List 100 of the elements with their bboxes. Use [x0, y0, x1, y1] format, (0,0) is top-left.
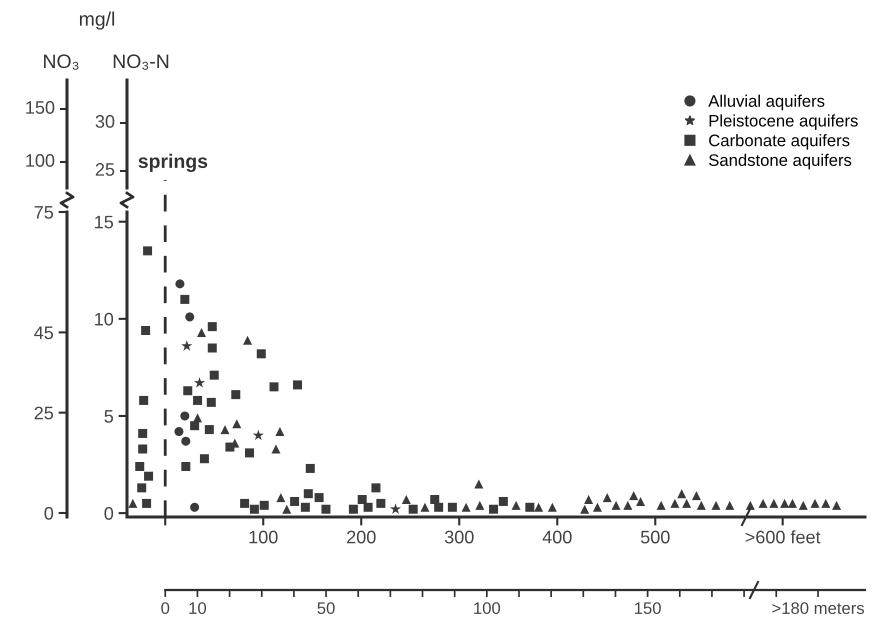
point — [174, 427, 184, 436]
point — [780, 498, 790, 508]
point — [282, 504, 292, 514]
x2-tick-label: 150 — [634, 602, 661, 614]
point — [798, 500, 808, 510]
point — [304, 489, 313, 498]
point — [677, 489, 686, 498]
point — [371, 483, 380, 492]
point — [208, 322, 217, 332]
point — [358, 495, 367, 504]
point — [390, 503, 402, 514]
point — [139, 396, 148, 405]
legend-label: Pleistocene aquifers — [710, 114, 858, 130]
point — [525, 502, 534, 512]
point — [193, 396, 202, 405]
point — [180, 294, 190, 304]
point — [232, 419, 242, 428]
point — [592, 502, 602, 512]
point — [636, 496, 646, 506]
point — [548, 502, 557, 512]
x2-tick-label: 100 — [474, 602, 500, 614]
point — [364, 502, 373, 512]
point — [270, 382, 279, 392]
point — [190, 502, 200, 512]
point — [656, 500, 666, 510]
point — [534, 502, 544, 512]
point — [243, 336, 252, 345]
point — [498, 496, 508, 506]
point — [181, 462, 190, 471]
point — [138, 428, 148, 438]
point — [408, 504, 418, 514]
y2-tick-label: 45 — [34, 326, 54, 340]
point — [180, 411, 190, 420]
point — [670, 498, 680, 508]
point — [376, 498, 386, 508]
point — [183, 386, 192, 396]
point — [300, 502, 310, 512]
text: 25 — [96, 163, 114, 176]
x2-tick-label: >180 meters — [772, 602, 864, 614]
text: NO₃ — [44, 54, 78, 70]
point — [271, 444, 280, 454]
x-tick-label: >600 feet — [746, 530, 820, 544]
point — [462, 502, 471, 512]
point — [210, 370, 219, 380]
x-tick-label: 500 — [640, 530, 670, 544]
point — [623, 500, 632, 510]
point — [821, 498, 830, 508]
point — [448, 502, 457, 512]
point — [185, 312, 194, 322]
point — [584, 495, 594, 504]
legend-label: Carbonate aquifers — [709, 134, 850, 150]
point — [208, 343, 217, 352]
point — [314, 493, 324, 502]
text: 30 — [96, 115, 114, 128]
point — [580, 504, 590, 514]
point — [196, 328, 206, 337]
point — [696, 500, 706, 510]
point — [135, 462, 144, 471]
point — [256, 349, 266, 358]
point — [144, 472, 154, 481]
text: 100 — [26, 154, 54, 167]
point — [138, 444, 148, 454]
x2-tick-label: 10 — [189, 602, 206, 614]
point — [306, 464, 315, 473]
point — [141, 326, 150, 336]
point — [420, 502, 430, 512]
point — [788, 498, 797, 508]
point — [181, 436, 190, 446]
point — [275, 427, 284, 436]
y2-tick-label: 75 — [34, 206, 54, 219]
point — [712, 500, 721, 510]
x2-tick-label: 50 — [317, 602, 335, 614]
point — [402, 495, 411, 504]
point — [245, 448, 254, 458]
point — [512, 500, 521, 510]
point — [474, 479, 484, 488]
point — [810, 498, 820, 508]
point — [290, 496, 300, 506]
point — [758, 498, 768, 508]
point — [489, 504, 498, 514]
point — [276, 493, 286, 502]
legend-label: Alluvial aquifers — [708, 94, 824, 110]
point — [231, 390, 240, 400]
x-tick-label: 400 — [542, 530, 572, 544]
point — [832, 500, 842, 510]
x-tick-label: 100 — [250, 530, 278, 544]
point — [220, 425, 230, 434]
ref-line-label: springs — [138, 154, 208, 172]
point — [143, 246, 152, 256]
point — [434, 502, 444, 512]
x-tick-label: 300 — [444, 530, 474, 544]
point — [252, 430, 264, 440]
point — [769, 498, 778, 508]
y2-tick-label: 0 — [44, 506, 54, 520]
point — [204, 425, 214, 434]
point — [692, 491, 701, 500]
point — [181, 340, 192, 351]
point — [137, 483, 146, 492]
point — [193, 413, 202, 422]
point — [475, 500, 484, 510]
